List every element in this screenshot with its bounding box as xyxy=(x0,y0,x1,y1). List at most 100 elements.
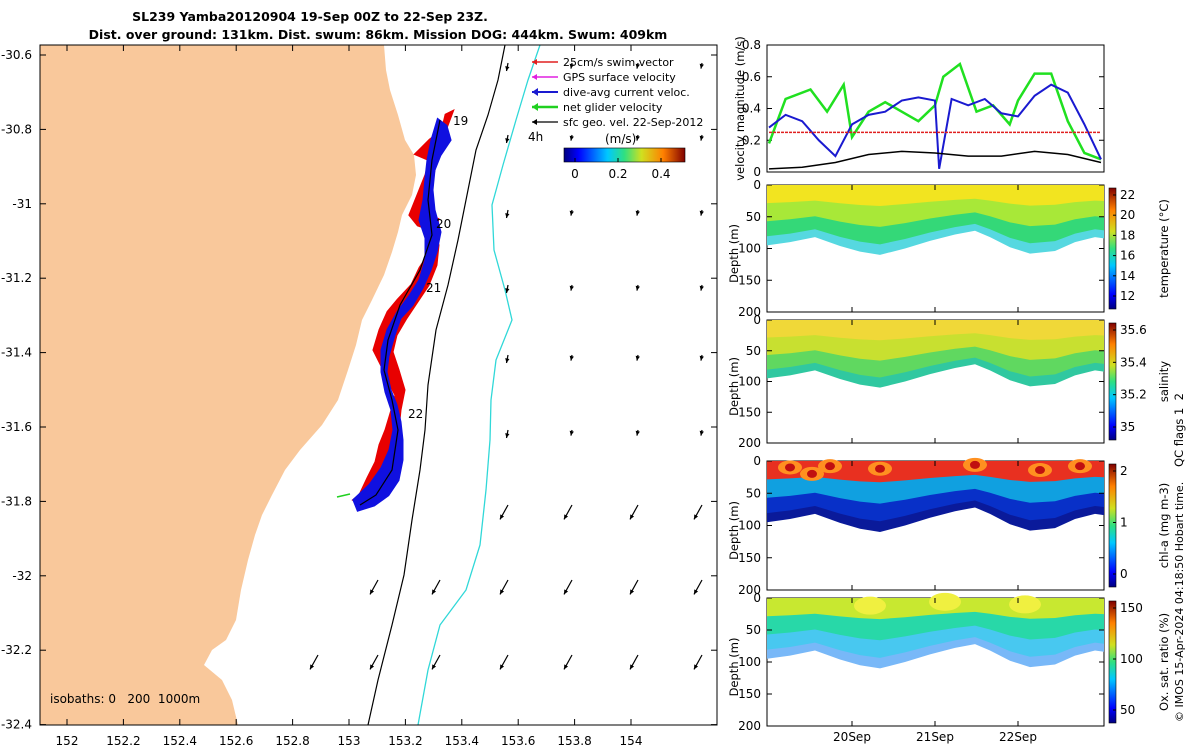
depth-tick: 50 xyxy=(746,344,761,358)
depth-tick: 50 xyxy=(746,623,761,637)
depth-tick: 200 xyxy=(738,305,761,319)
velocity-ylabel: velocity magnitude (m/s) xyxy=(733,36,747,181)
map-x-tick-label: 153.4 xyxy=(445,734,479,748)
land-area xyxy=(40,45,416,725)
colorbar-tick: 100 xyxy=(1120,652,1143,666)
map-x-tick-label: 152.8 xyxy=(275,734,309,748)
depth-tick: 150 xyxy=(738,551,761,565)
map-x-tick-label: 152.6 xyxy=(219,734,253,748)
map-y-ticks: -30.6 -30.8 -31 -31.2 -31.4 -31.6 -31.8 -32 -32.… xyxy=(1,48,717,732)
isobath-200m xyxy=(367,45,506,725)
depth-tick: 100 xyxy=(738,519,761,533)
map-x-tick-label: 152.2 xyxy=(106,734,140,748)
map-colorbar-tick-2: 0.4 xyxy=(651,167,670,181)
colorbar-tick: 150 xyxy=(1120,601,1143,615)
colorbar-label: salinity xyxy=(1157,361,1171,402)
date-tick-label: 22Sep xyxy=(999,730,1037,744)
section-colorbar xyxy=(1108,187,1117,310)
colorbar-label: Ox. sat. ratio (%) xyxy=(1157,613,1171,711)
map-x-tick-label: 154 xyxy=(620,734,643,748)
map-y-tick-label: -30.8 xyxy=(1,122,32,136)
dive-avg-current-trace xyxy=(352,117,452,512)
svg-text:dive-avg current veloc.: dive-avg current veloc. xyxy=(563,86,690,99)
colorbar-tick: 20 xyxy=(1120,208,1135,222)
day-label-22: 22 xyxy=(408,407,423,421)
colorbar-tick: 0 xyxy=(1120,567,1128,581)
colorbar-tick: 18 xyxy=(1120,228,1135,242)
map-y-tick-label: -31.6 xyxy=(1,420,32,434)
depth-tick: 0 xyxy=(753,178,761,192)
map-y-tick-label: -31 xyxy=(12,197,32,211)
depth-ylabel: Depth (m) xyxy=(727,224,741,283)
title-line-1: SL239 Yamba20120904 19-Sep 00Z to 22-Sep… xyxy=(132,9,488,24)
map-y-tick-label: -31.4 xyxy=(1,346,32,360)
section-colorbar xyxy=(1108,463,1117,588)
qc-flags-note: QC flags 1 2 xyxy=(1172,393,1186,467)
depth-tick: 100 xyxy=(738,375,761,389)
date-tick-label: 20Sep xyxy=(833,730,871,744)
colorbar-label: temperature (°C) xyxy=(1157,199,1171,298)
title-line-2: Dist. over ground: 131km. Dist. swum: 86… xyxy=(89,27,668,42)
depth-tick: 100 xyxy=(738,655,761,669)
depth-tick: 100 xyxy=(738,242,761,256)
map-y-tick-label: -32.4 xyxy=(1,718,32,732)
depth-ylabel: Depth (m) xyxy=(727,638,741,697)
velocity-y-tick: 0.8 xyxy=(742,38,761,52)
map-x-tick-label: 152 xyxy=(56,734,79,748)
section-colorbar xyxy=(1108,322,1117,441)
map-y-tick-label: -32.2 xyxy=(1,643,32,657)
date-tick-label: 21Sep xyxy=(916,730,954,744)
map-y-tick-label: -31.2 xyxy=(1,271,32,285)
net-glider-velocity-trace xyxy=(336,493,351,498)
depth-tick: 50 xyxy=(746,486,761,500)
depth-tick: 50 xyxy=(746,210,761,224)
map-colorbar: (m/s) 0 0.2 0.4 xyxy=(563,132,686,181)
velocity-series-line xyxy=(768,150,1102,170)
copyright-note: © IMOS 15-Apr-2024 04:18:50 Hobart time. xyxy=(1173,482,1186,722)
depth-tick: 200 xyxy=(738,719,761,733)
section-heatmap xyxy=(767,457,1104,532)
legend-dive-avg-current: dive-avg current veloc. xyxy=(532,86,690,99)
map-x-tick-label: 153.6 xyxy=(501,734,535,748)
isobaths-note: isobaths: 0 200 1000m xyxy=(50,692,200,706)
colorbar-tick: 35 xyxy=(1120,420,1135,434)
map-y-tick-label: -30.6 xyxy=(1,48,32,62)
colorbar-tick: 1 xyxy=(1120,516,1128,530)
map-colorbar-tick-0: 0 xyxy=(571,167,579,181)
map-x-tick-label: 153 xyxy=(338,734,361,748)
track-centerline xyxy=(359,119,441,506)
map-colorbar-tick-1: 0.2 xyxy=(608,167,627,181)
svg-text:25cm/s swim vector: 25cm/s swim vector xyxy=(563,56,674,69)
velocity-y-tick: 0.6 xyxy=(742,70,761,84)
colorbar-tick: 14 xyxy=(1120,269,1135,283)
surface-velocity-arrows xyxy=(309,62,704,670)
map-x-tick-label: 153.8 xyxy=(557,734,591,748)
velocity-y-tick: 0.2 xyxy=(742,133,761,147)
map-y-tick-label: -31.8 xyxy=(1,494,32,508)
colorbar-tick: 2 xyxy=(1120,464,1128,478)
colorbar-tick: 12 xyxy=(1120,289,1135,303)
depth-tick: 0 xyxy=(753,454,761,468)
section-heatmap xyxy=(767,185,1104,255)
section-heatmap xyxy=(767,592,1104,669)
day-label-19: 19 xyxy=(453,114,468,128)
velocity-y-tick: 0 xyxy=(753,165,761,179)
section-colorbar xyxy=(1108,600,1117,724)
map-x-tick-label: 152.4 xyxy=(163,734,197,748)
legend-net-glider-velocity: net glider velocity xyxy=(532,101,663,114)
section-heatmap xyxy=(767,320,1104,388)
depth-tick: 150 xyxy=(738,405,761,419)
depth-tick: 200 xyxy=(738,436,761,450)
svg-text:GPS surface velocity: GPS surface velocity xyxy=(563,71,676,84)
map-colorbar-title: (m/s) xyxy=(605,132,636,146)
colorbar-tick: 16 xyxy=(1120,249,1135,263)
svg-text:net glider velocity: net glider velocity xyxy=(563,101,663,114)
colorbar-label: chl-a (mg m-3) xyxy=(1157,483,1171,568)
legend-swim-vector: 25cm/s swim vector xyxy=(532,56,674,69)
svg-text:sfc geo. vel. 22-Sep-2012: sfc geo. vel. 22-Sep-2012 xyxy=(563,116,703,129)
colorbar-tick: 35.2 xyxy=(1120,388,1147,402)
depth-tick: 150 xyxy=(738,687,761,701)
day-label-20: 20 xyxy=(436,217,451,231)
